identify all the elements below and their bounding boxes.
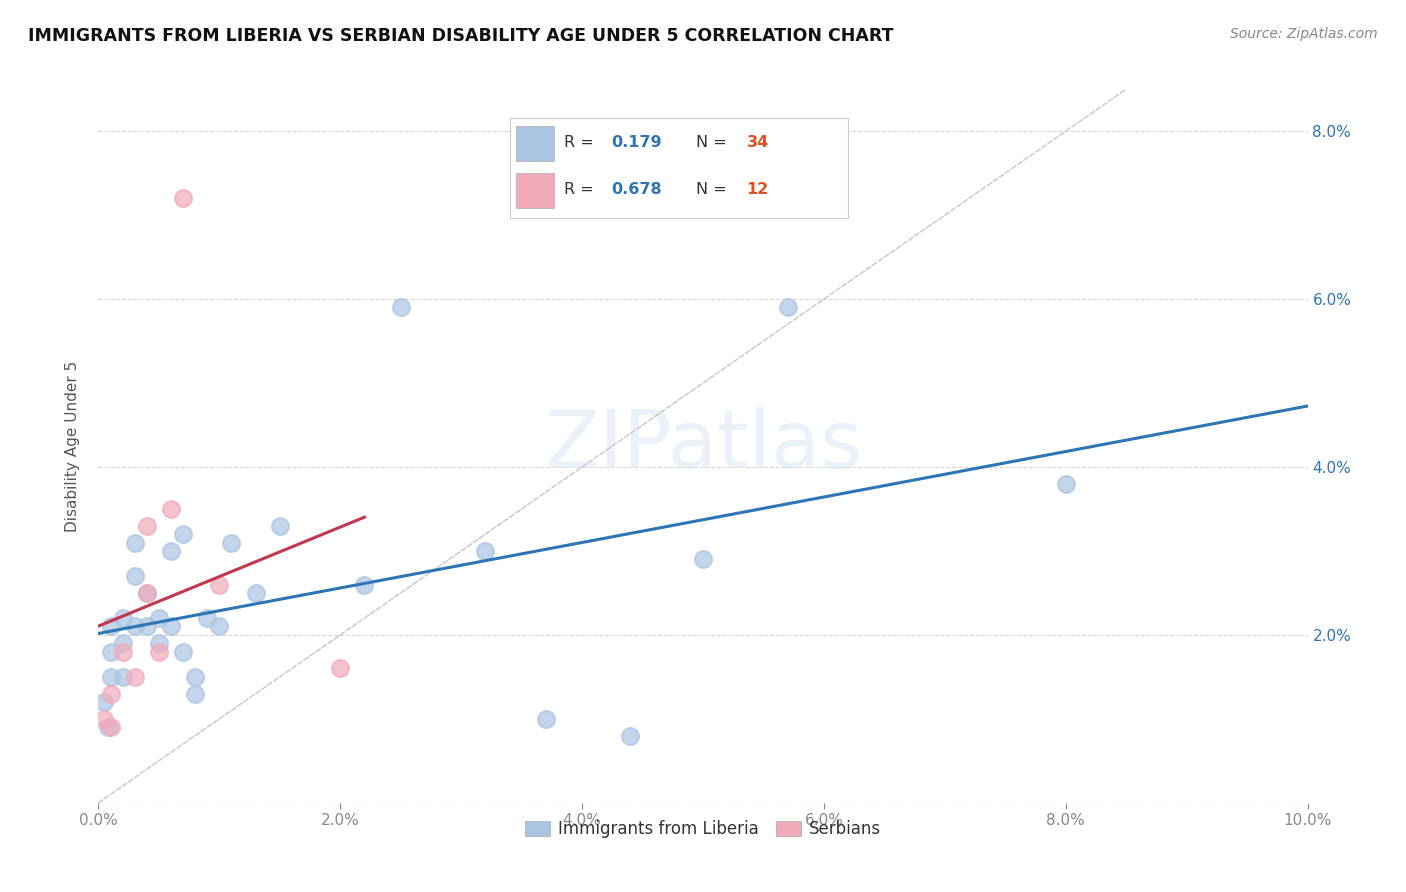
Point — [111, 636, 134, 650]
Point — [172, 527, 194, 541]
Point — [124, 670, 146, 684]
Point — [100, 645, 122, 659]
Point — [1054, 476, 1077, 491]
Point — [148, 611, 170, 625]
Point — [148, 645, 170, 659]
Point — [474, 544, 496, 558]
Text: ZIPatlas: ZIPatlas — [544, 407, 862, 485]
Point — [172, 645, 194, 659]
Point — [124, 569, 146, 583]
Point — [93, 712, 115, 726]
Point — [389, 301, 412, 315]
Point — [160, 502, 183, 516]
Point — [97, 720, 120, 734]
Point — [111, 645, 134, 659]
Point — [111, 670, 134, 684]
Point — [111, 611, 134, 625]
Point — [329, 661, 352, 675]
Point — [93, 695, 115, 709]
Point — [100, 670, 122, 684]
Point — [100, 687, 122, 701]
Point — [124, 619, 146, 633]
Point — [148, 636, 170, 650]
Point — [124, 535, 146, 549]
Point — [619, 729, 641, 743]
Point — [245, 586, 267, 600]
Point — [269, 518, 291, 533]
Point — [208, 619, 231, 633]
Point — [692, 552, 714, 566]
Text: Source: ZipAtlas.com: Source: ZipAtlas.com — [1230, 27, 1378, 41]
Point — [160, 544, 183, 558]
Legend: Immigrants from Liberia, Serbians: Immigrants from Liberia, Serbians — [519, 814, 887, 845]
Point — [135, 586, 157, 600]
Point — [100, 619, 122, 633]
Point — [135, 518, 157, 533]
Point — [184, 670, 207, 684]
Point — [135, 586, 157, 600]
Point — [135, 619, 157, 633]
Point — [100, 720, 122, 734]
Text: IMMIGRANTS FROM LIBERIA VS SERBIAN DISABILITY AGE UNDER 5 CORRELATION CHART: IMMIGRANTS FROM LIBERIA VS SERBIAN DISAB… — [28, 27, 894, 45]
Point — [184, 687, 207, 701]
Y-axis label: Disability Age Under 5: Disability Age Under 5 — [65, 360, 80, 532]
Point — [195, 611, 218, 625]
Point — [776, 301, 799, 315]
Point — [172, 191, 194, 205]
Point — [534, 712, 557, 726]
Point — [221, 535, 243, 549]
Point — [353, 577, 375, 591]
Point — [208, 577, 231, 591]
Point — [160, 619, 183, 633]
